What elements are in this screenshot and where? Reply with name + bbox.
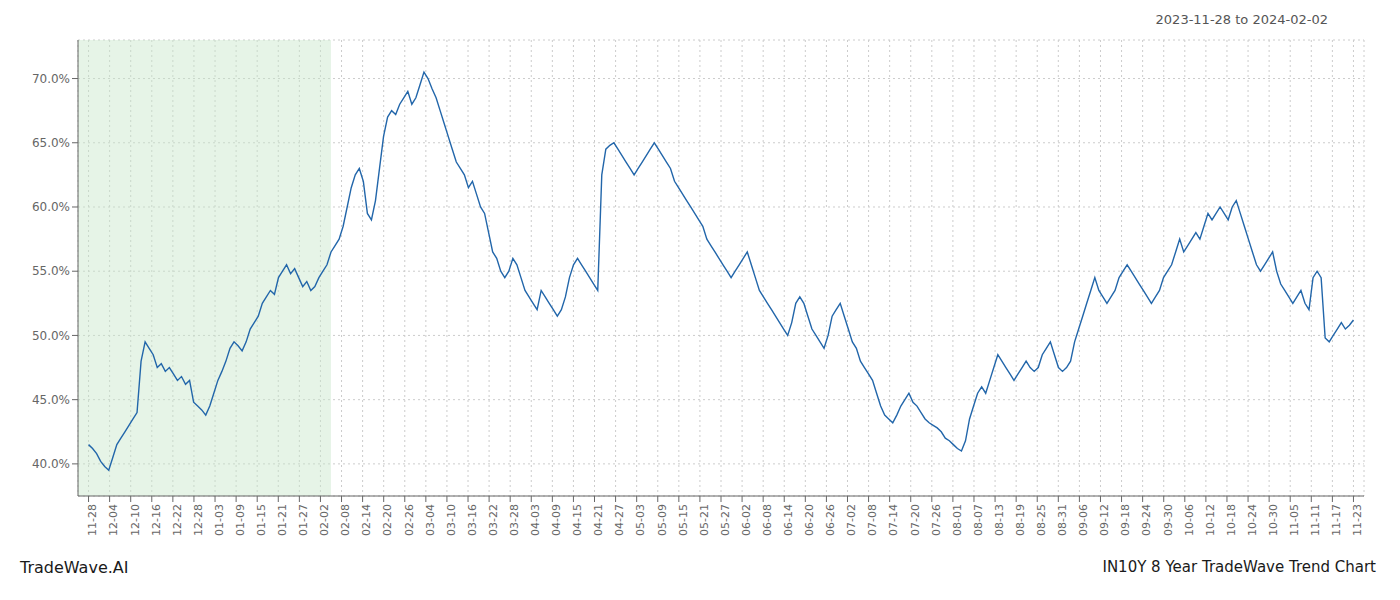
svg-text:10-12: 10-12: [1204, 504, 1217, 536]
svg-text:03-10: 03-10: [445, 504, 458, 536]
svg-text:07-02: 07-02: [845, 504, 858, 536]
svg-text:01-15: 01-15: [255, 504, 268, 536]
svg-text:09-18: 09-18: [1119, 504, 1132, 536]
svg-text:07-14: 07-14: [887, 504, 900, 536]
svg-text:06-08: 06-08: [761, 504, 774, 536]
svg-text:11-11: 11-11: [1309, 504, 1322, 536]
svg-text:01-03: 01-03: [213, 504, 226, 536]
svg-text:02-26: 02-26: [403, 504, 416, 536]
svg-text:11-23: 11-23: [1351, 504, 1364, 536]
svg-text:06-02: 06-02: [740, 504, 753, 536]
svg-text:08-07: 08-07: [972, 504, 985, 536]
svg-text:65.0%: 65.0%: [32, 136, 70, 150]
html-text:2023-11-28 to 2024-02-02: 2023-11-28 to 2024-02-02: [1155, 12, 1328, 27]
svg-text:10-06: 10-06: [1183, 504, 1196, 536]
svg-text:10-24: 10-24: [1246, 504, 1259, 536]
svg-text:60.0%: 60.0%: [32, 200, 70, 214]
svg-text:02-02: 02-02: [318, 504, 331, 536]
svg-text:11-05: 11-05: [1288, 504, 1301, 536]
svg-text:08-31: 08-31: [1056, 504, 1069, 536]
svg-text:02-14: 02-14: [360, 504, 373, 536]
svg-text:08-13: 08-13: [993, 504, 1006, 536]
svg-text:12-16: 12-16: [150, 504, 163, 536]
svg-text:12-28: 12-28: [192, 504, 205, 536]
svg-text:04-21: 04-21: [592, 504, 605, 536]
html-text:TradeWave.AI: TradeWave.AI: [20, 557, 129, 577]
svg-text:02-20: 02-20: [381, 504, 394, 536]
html-text:IN10Y 8 Year TradeWave Trend C: IN10Y 8 Year TradeWave Trend Chart: [1102, 558, 1376, 576]
svg-text:10-30: 10-30: [1267, 504, 1280, 536]
svg-text:05-15: 05-15: [677, 504, 690, 536]
svg-text:45.0%: 45.0%: [32, 393, 70, 407]
svg-text:06-26: 06-26: [824, 504, 837, 536]
svg-text:03-22: 03-22: [487, 504, 500, 536]
svg-text:55.0%: 55.0%: [32, 264, 70, 278]
svg-text:11-17: 11-17: [1330, 504, 1343, 536]
svg-text:08-25: 08-25: [1035, 504, 1048, 536]
svg-text:07-20: 07-20: [909, 504, 922, 536]
svg-text:05-03: 05-03: [634, 504, 647, 536]
svg-text:03-04: 03-04: [424, 504, 437, 536]
svg-text:01-21: 01-21: [276, 504, 289, 536]
svg-text:08-01: 08-01: [951, 504, 964, 536]
svg-text:03-28: 03-28: [508, 504, 521, 536]
svg-text:05-09: 05-09: [656, 504, 669, 536]
svg-text:05-27: 05-27: [719, 504, 732, 536]
svg-text:09-12: 09-12: [1098, 504, 1111, 536]
svg-text:12-04: 12-04: [107, 504, 120, 536]
svg-text:12-10: 12-10: [129, 504, 142, 536]
svg-text:10-18: 10-18: [1225, 504, 1238, 536]
svg-text:06-14: 06-14: [782, 504, 795, 536]
svg-text:09-30: 09-30: [1162, 504, 1175, 536]
svg-text:02-08: 02-08: [339, 504, 352, 536]
svg-text:09-06: 09-06: [1077, 504, 1090, 536]
svg-text:05-21: 05-21: [698, 504, 711, 536]
svg-text:06-20: 06-20: [803, 504, 816, 536]
svg-text:04-15: 04-15: [571, 504, 584, 536]
svg-text:07-08: 07-08: [866, 504, 879, 536]
svg-text:03-16: 03-16: [466, 504, 479, 536]
svg-text:12-22: 12-22: [171, 504, 184, 536]
svg-text:07-26: 07-26: [930, 504, 943, 536]
svg-text:40.0%: 40.0%: [32, 457, 70, 471]
svg-text:04-09: 04-09: [550, 504, 563, 536]
svg-text:11-28: 11-28: [86, 504, 99, 536]
svg-text:04-27: 04-27: [613, 504, 626, 536]
svg-text:04-03: 04-03: [529, 504, 542, 536]
svg-text:70.0%: 70.0%: [32, 72, 70, 86]
svg-text:08-19: 08-19: [1014, 504, 1027, 536]
svg-text:01-09: 01-09: [234, 504, 247, 536]
svg-text:50.0%: 50.0%: [32, 329, 70, 343]
svg-text:01-27: 01-27: [297, 504, 310, 536]
svg-text:09-24: 09-24: [1140, 504, 1153, 536]
